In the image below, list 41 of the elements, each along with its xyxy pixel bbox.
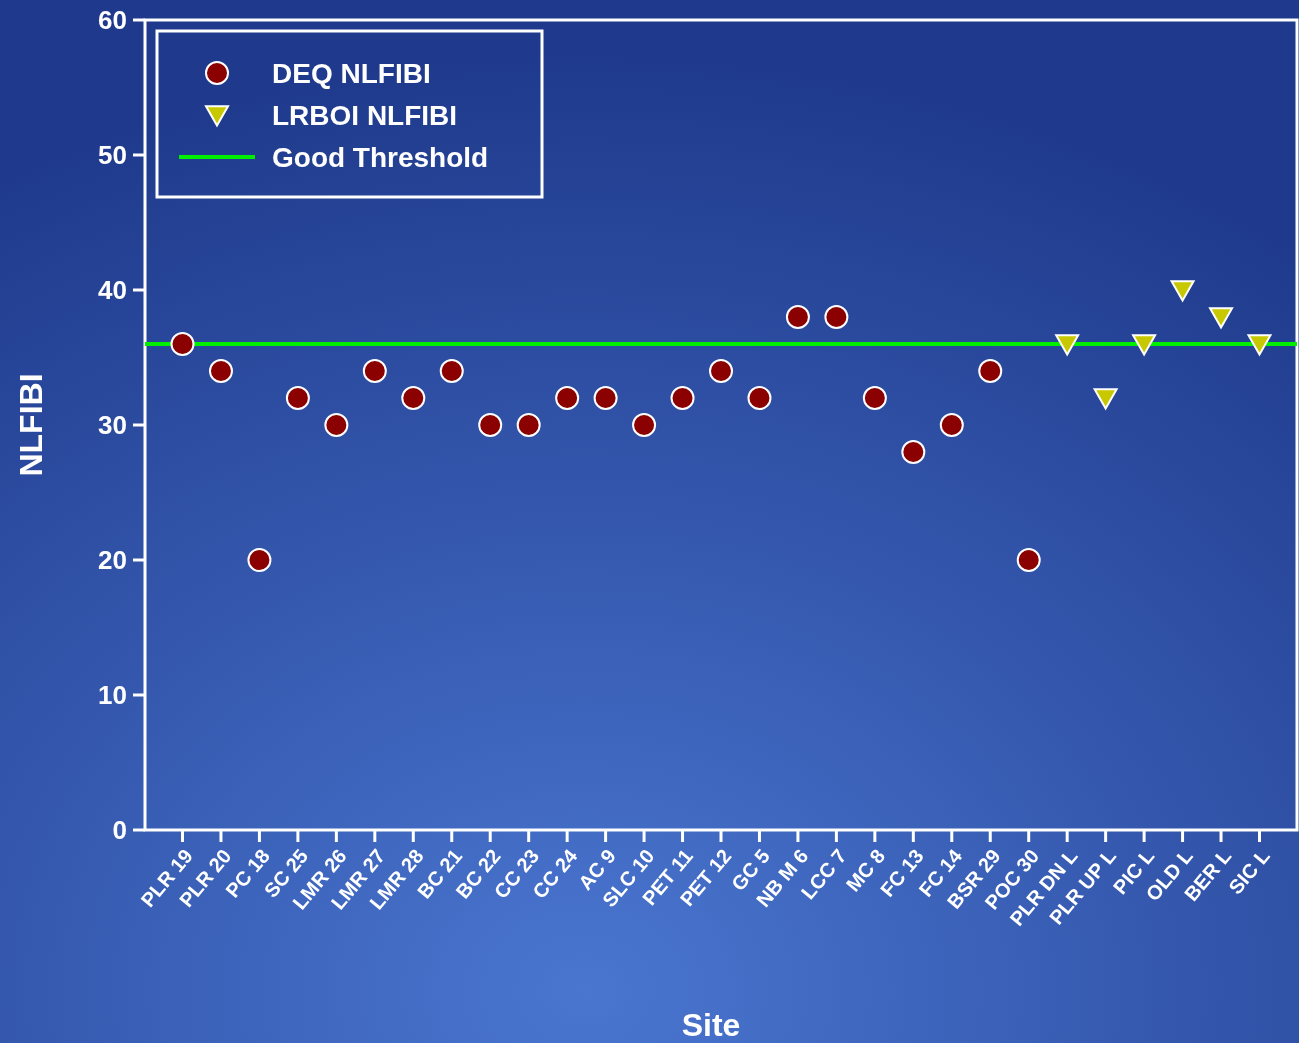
point <box>978 359 1003 383</box>
point <box>401 386 426 410</box>
point <box>285 386 310 410</box>
point <box>170 332 195 356</box>
point <box>824 305 849 329</box>
point <box>478 413 503 437</box>
point <box>593 386 618 410</box>
point <box>939 413 964 437</box>
y-tick-label: 0 <box>112 815 127 846</box>
point <box>709 359 733 383</box>
point <box>439 359 464 383</box>
point <box>516 413 541 437</box>
point <box>208 359 233 383</box>
y-tick-label: 50 <box>98 140 127 171</box>
legend-label: DEQ NLFIBI <box>272 57 431 89</box>
y-axis-title: NLFIBI <box>13 373 49 477</box>
point <box>555 386 580 410</box>
y-tick-label: 60 <box>98 5 127 36</box>
point <box>1055 334 1080 356</box>
legend-label: Good Threshold <box>272 141 489 173</box>
point <box>1016 548 1041 572</box>
point <box>1247 334 1272 356</box>
point <box>747 386 772 410</box>
point <box>1132 334 1157 356</box>
y-tick-label: 10 <box>98 680 127 711</box>
point <box>785 305 810 329</box>
point <box>901 440 926 464</box>
point <box>1093 388 1118 410</box>
x-axis-title: Site <box>681 1007 741 1043</box>
y-tick-label: 40 <box>98 275 127 306</box>
point <box>1170 280 1195 302</box>
point <box>670 386 695 410</box>
point <box>362 359 387 383</box>
y-tick-label: 30 <box>98 410 127 441</box>
y-tick-label: 20 <box>98 545 127 576</box>
point <box>324 413 349 437</box>
point <box>1209 307 1234 329</box>
point <box>632 413 657 437</box>
point <box>247 548 272 572</box>
point <box>862 386 887 410</box>
legend-label: LRBOI NLFIBI <box>272 99 458 131</box>
